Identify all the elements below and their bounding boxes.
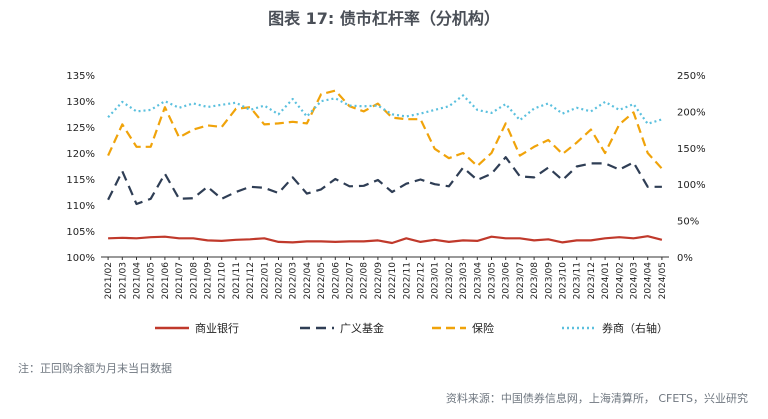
left-y-tick-label: 105% bbox=[66, 227, 95, 238]
x-tick-label: 2023/09 bbox=[544, 262, 554, 300]
x-tick-label: 2024/04 bbox=[644, 262, 654, 300]
left-y-tick-label: 110% bbox=[66, 201, 95, 212]
x-tick-label: 2021/08 bbox=[189, 262, 199, 300]
x-tick-label: 2023/11 bbox=[573, 262, 583, 299]
x-tick-label: 2022/02 bbox=[275, 262, 285, 299]
x-tick-label: 2022/07 bbox=[346, 262, 356, 299]
legend-label: 保险 bbox=[472, 321, 494, 335]
x-tick-label: 2023/02 bbox=[445, 262, 455, 299]
right-y-tick-label: 50% bbox=[677, 217, 699, 228]
x-tick-label: 2022/09 bbox=[374, 262, 384, 300]
right-y-tick-label: 250% bbox=[677, 71, 706, 82]
x-tick-label: 2021/02 bbox=[104, 262, 114, 299]
left-y-tick-label: 115% bbox=[66, 175, 95, 186]
left-y-tick-label: 135% bbox=[66, 71, 95, 82]
x-tick-label: 2021/11 bbox=[232, 262, 242, 299]
x-tick-label: 2023/10 bbox=[559, 262, 569, 300]
right-y-tick-label: 200% bbox=[677, 107, 706, 118]
x-tick-label: 2024/02 bbox=[615, 262, 625, 299]
x-tick-label: 2023/01 bbox=[431, 262, 441, 299]
x-tick-label: 2022/10 bbox=[388, 262, 398, 300]
axes: 100% 105% 110% 115% 120% 125% 130% 135% 0% 50% 100… bbox=[66, 71, 705, 299]
x-tick-label: 2024/03 bbox=[630, 262, 640, 299]
x-tick-label: 2023/07 bbox=[516, 262, 526, 299]
x-tick-label: 2024/05 bbox=[658, 262, 668, 299]
x-tick-label: 2022/05 bbox=[317, 262, 327, 299]
x-tick-label: 2021/04 bbox=[133, 262, 143, 300]
chart-title: 图表 17: 债市杠杆率（分机构） bbox=[268, 9, 500, 28]
x-tick-label: 2023/12 bbox=[587, 262, 597, 299]
right-y-tick-label: 0% bbox=[677, 253, 693, 264]
x-tick-label: 2021/06 bbox=[161, 262, 171, 300]
x-tick-label: 2021/12 bbox=[246, 262, 256, 299]
x-tick-label: 2023/05 bbox=[488, 262, 498, 299]
series-lines bbox=[107, 89, 663, 245]
chart-source: 资料来源：中国债券信息网，上海清算所， CFETS，兴业研究 bbox=[446, 391, 748, 405]
x-tick-label: 2022/12 bbox=[417, 262, 427, 299]
left-y-tick-label: 120% bbox=[66, 149, 95, 160]
chart-note: 注：正回购余额为月末当日数据 bbox=[18, 361, 172, 375]
left-y-tick-label: 130% bbox=[66, 97, 95, 108]
x-tick-label: 2022/01 bbox=[260, 262, 270, 299]
x-tick-label: 2023/04 bbox=[473, 262, 483, 300]
series-line bbox=[107, 156, 662, 206]
x-tick-label: 2022/04 bbox=[303, 262, 313, 300]
x-tick-label: 2022/06 bbox=[331, 262, 341, 300]
x-tick-label: 2023/06 bbox=[502, 262, 512, 300]
x-tick-label: 2021/07 bbox=[175, 262, 185, 299]
x-tick-label: 2023/08 bbox=[530, 262, 540, 300]
legend-label: 券商（右轴） bbox=[602, 321, 668, 335]
x-tick-label: 2021/10 bbox=[218, 262, 228, 300]
left-y-tick-label: 100% bbox=[66, 253, 95, 264]
legend: 商业银行 广义基金 保险 券商（右轴） bbox=[155, 321, 668, 335]
x-tick-label: 2021/03 bbox=[118, 262, 128, 299]
x-tick-label: 2022/03 bbox=[289, 262, 299, 299]
left-y-tick-label: 125% bbox=[66, 123, 95, 134]
x-tick-label: 2021/09 bbox=[204, 262, 214, 300]
right-y-tick-label: 150% bbox=[677, 144, 706, 155]
legend-label: 商业银行 bbox=[195, 321, 239, 335]
right-y-tick-label: 100% bbox=[677, 180, 706, 191]
series-line bbox=[107, 89, 663, 170]
x-tick-label: 2022/08 bbox=[360, 262, 370, 300]
series-line bbox=[107, 94, 663, 125]
x-tick-label: 2023/03 bbox=[459, 262, 469, 299]
x-tick-label: 2024/01 bbox=[601, 262, 611, 299]
x-tick-label: 2022/11 bbox=[402, 262, 412, 299]
legend-label: 广义基金 bbox=[340, 321, 384, 335]
series-line bbox=[108, 235, 663, 245]
x-tick-label: 2021/05 bbox=[147, 262, 157, 299]
